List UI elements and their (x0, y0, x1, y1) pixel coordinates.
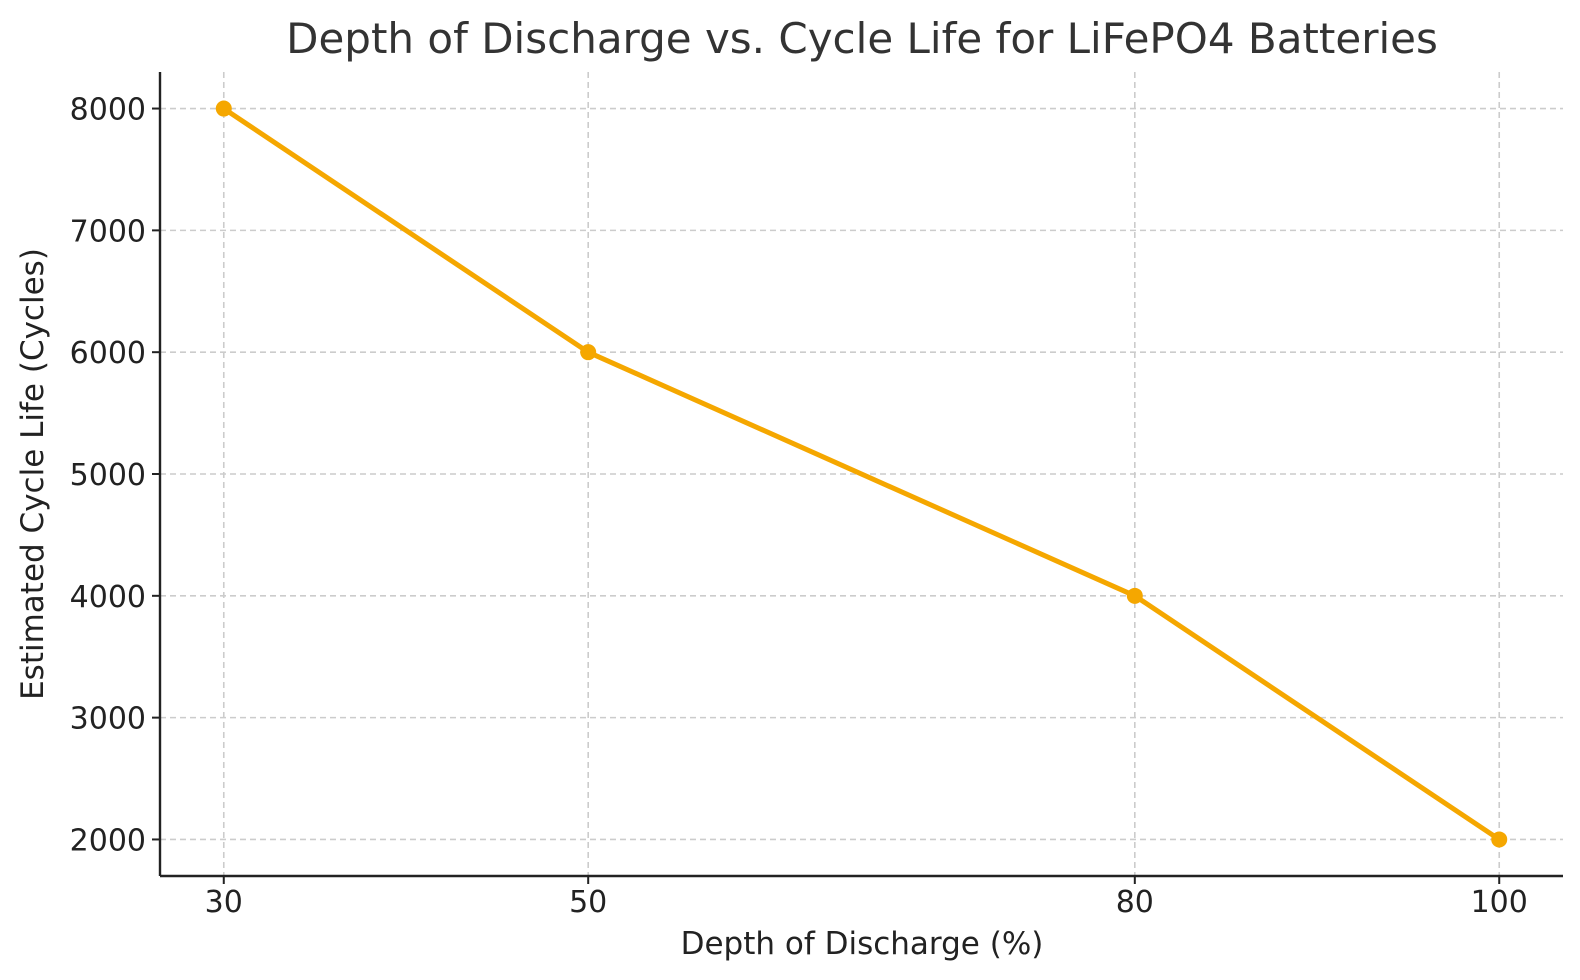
tick-marks: 30 50 80 100 2000 3000 4000 5000 6000 7000 8000 (70, 93, 1528, 920)
data-series (215, 100, 1508, 848)
y-tick-label: 4000 (70, 580, 146, 615)
y-tick-label: 5000 (70, 458, 146, 493)
series-line (221, 106, 1502, 842)
x-tick-label: 80 (1116, 885, 1154, 920)
x-tick-label: 30 (205, 885, 243, 920)
data-point (1491, 831, 1508, 848)
x-tick-label: 100 (1471, 885, 1528, 920)
x-axis-label: Depth of Discharge (%) (681, 926, 1044, 962)
y-tick-label: 8000 (70, 93, 146, 128)
y-tick-label: 2000 (70, 823, 146, 858)
y-tick-label: 7000 (70, 214, 146, 249)
chart-title: Depth of Discharge vs. Cycle Life for Li… (286, 14, 1438, 63)
data-point (580, 344, 597, 361)
data-point (1126, 587, 1143, 604)
x-tick-label: 50 (569, 885, 607, 920)
y-tick-label: 6000 (70, 336, 146, 371)
y-tick-label: 3000 (70, 702, 146, 737)
y-axis-label: Estimated Cycle Life (Cycles) (15, 248, 51, 700)
data-point (215, 100, 232, 117)
